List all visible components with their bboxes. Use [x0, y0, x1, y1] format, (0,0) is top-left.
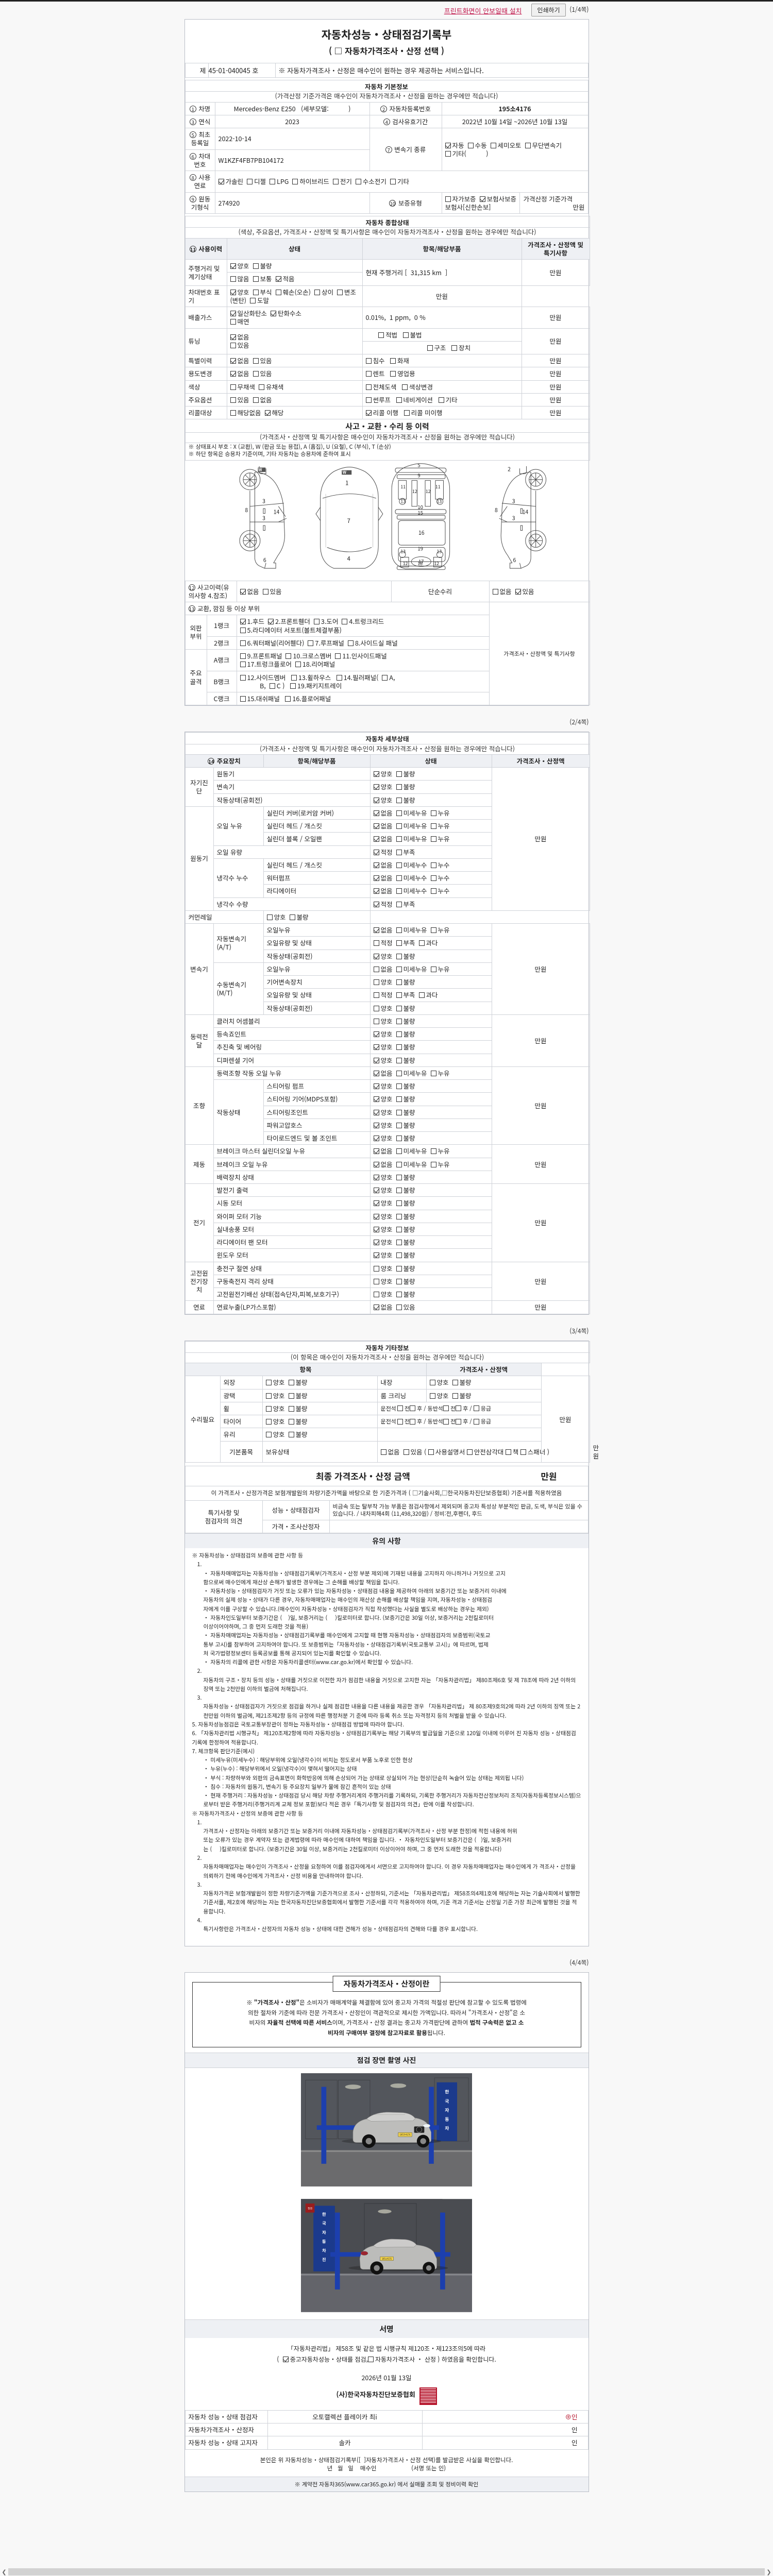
svg-text:12: 12 [425, 488, 430, 494]
svg-text:국: 국 [322, 2220, 326, 2226]
svg-text:3: 3 [262, 514, 265, 521]
svg-text:1: 1 [345, 479, 348, 487]
svg-text:차: 차 [445, 2125, 449, 2131]
svg-text:195소4176: 195소4176 [382, 2257, 392, 2260]
svg-text:3: 3 [512, 514, 515, 521]
svg-text:195가4176: 195가4176 [399, 2133, 411, 2137]
svg-text:14: 14 [273, 507, 279, 515]
svg-text:11: 11 [400, 484, 406, 490]
svg-text:한: 한 [445, 2088, 449, 2095]
svg-text:차: 차 [322, 2247, 326, 2253]
svg-text:W: W [258, 467, 262, 472]
svg-text:13: 13 [436, 548, 442, 554]
svg-text:동: 동 [322, 2238, 326, 2244]
svg-text:6: 6 [513, 556, 516, 564]
svg-text:12: 12 [402, 561, 408, 567]
svg-text:2: 2 [508, 465, 511, 472]
svg-text:9: 9 [417, 471, 420, 479]
svg-text:14: 14 [522, 507, 528, 515]
svg-text:16: 16 [418, 529, 425, 536]
svg-text:3: 3 [512, 497, 515, 504]
svg-text:6: 6 [263, 556, 266, 564]
svg-text:자: 자 [445, 2106, 449, 2113]
svg-text:국: 국 [445, 2097, 449, 2104]
svg-text:13: 13 [436, 498, 442, 504]
svg-text:12: 12 [412, 488, 417, 494]
svg-text:5: 5 [417, 463, 420, 469]
svg-text:자: 자 [322, 2229, 326, 2235]
svg-text:12: 12 [434, 561, 439, 567]
svg-text:진: 진 [322, 2257, 326, 2263]
svg-text:18: 18 [417, 561, 423, 567]
svg-text:한: 한 [322, 2211, 326, 2217]
svg-text:8: 8 [495, 506, 498, 514]
svg-text:11: 11 [435, 484, 440, 490]
svg-text:4: 4 [347, 554, 350, 563]
svg-text:19: 19 [417, 545, 423, 552]
svg-text:3: 3 [262, 497, 265, 504]
svg-text:W: W [342, 469, 346, 475]
svg-text:13: 13 [400, 498, 406, 504]
svg-text:동: 동 [445, 2115, 449, 2122]
svg-text:13: 13 [400, 548, 406, 554]
svg-text:7: 7 [347, 516, 350, 524]
svg-text:점검: 점검 [308, 2207, 312, 2210]
svg-text:8: 8 [245, 506, 248, 514]
svg-text:15: 15 [417, 509, 423, 516]
